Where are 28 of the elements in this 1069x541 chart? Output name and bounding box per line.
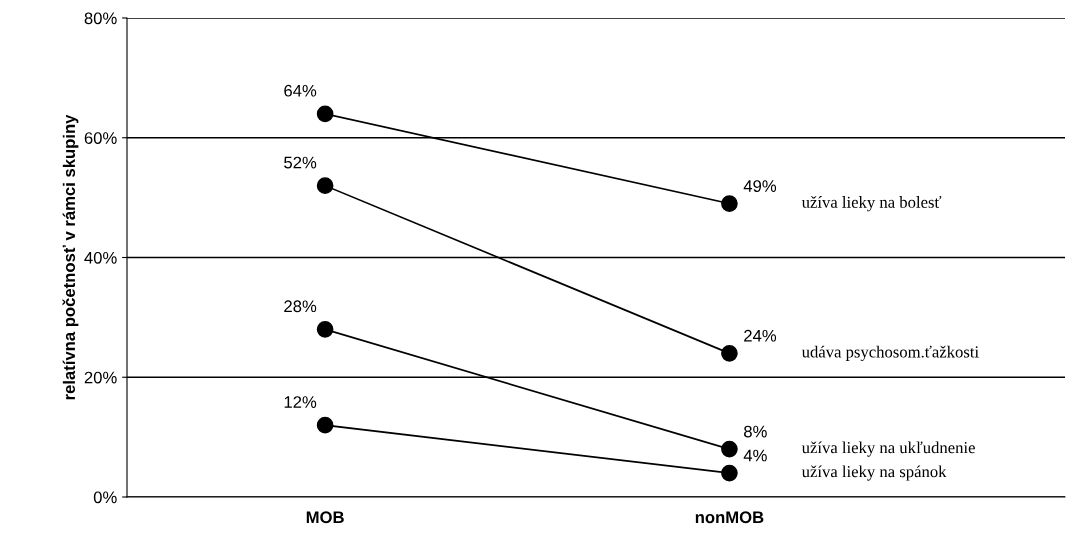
y-tick-label: 80%	[84, 12, 117, 25]
y-axis-title: relatívna početnosť v rámci skupiny	[62, 114, 79, 400]
data-label: 52%	[284, 156, 317, 169]
y-tick-label: 60%	[84, 132, 117, 144]
text: užíva lieky na bolesť	[801, 195, 942, 212]
text: užíva lieky na ukľudnenie	[801, 441, 975, 457]
point	[721, 440, 738, 458]
point	[316, 177, 334, 194]
point	[721, 344, 738, 362]
data-label: 64%	[284, 84, 317, 97]
x-tick-label: MOB	[306, 511, 344, 524]
y-tick-label: 40%	[84, 251, 117, 264]
text: užíva lieky na spánok	[801, 465, 947, 481]
data-label: 28%	[284, 300, 317, 313]
y-tick-label: 0%	[93, 491, 117, 504]
text: udáva psychosom.ťažkosti	[801, 345, 979, 361]
point	[721, 195, 738, 212]
data-label: 24%	[744, 329, 777, 342]
data-label: 4%	[743, 449, 767, 462]
data-label: 12%	[284, 396, 317, 408]
point	[316, 416, 334, 434]
data-label: 8%	[744, 425, 767, 438]
point	[316, 105, 334, 123]
data-label: 49%	[743, 180, 777, 192]
x-tick-label: nonMOB	[695, 511, 764, 524]
point	[316, 321, 334, 338]
y-tick-label: 20%	[84, 371, 117, 384]
point	[721, 464, 738, 482]
